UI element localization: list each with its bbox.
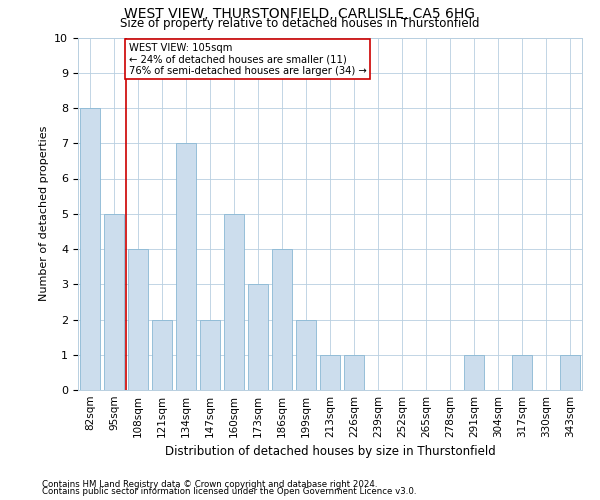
Text: Contains public sector information licensed under the Open Government Licence v3: Contains public sector information licen… (42, 487, 416, 496)
Text: WEST VIEW, THURSTONFIELD, CARLISLE, CA5 6HG: WEST VIEW, THURSTONFIELD, CARLISLE, CA5 … (125, 8, 476, 22)
Bar (200, 320, 220, 390)
Bar (248, 284, 268, 390)
Bar (560, 355, 580, 390)
Bar (176, 143, 196, 390)
Bar (152, 320, 172, 390)
X-axis label: Distribution of detached houses by size in Thurstonfield: Distribution of detached houses by size … (164, 446, 496, 458)
Bar (320, 355, 340, 390)
Bar (464, 355, 484, 390)
Bar (128, 249, 148, 390)
Bar (344, 355, 364, 390)
Bar (512, 355, 532, 390)
Y-axis label: Number of detached properties: Number of detached properties (39, 126, 49, 302)
Bar (272, 249, 292, 390)
Text: Contains HM Land Registry data © Crown copyright and database right 2024.: Contains HM Land Registry data © Crown c… (42, 480, 377, 489)
Bar (296, 320, 316, 390)
Text: Size of property relative to detached houses in Thurstonfield: Size of property relative to detached ho… (120, 18, 480, 30)
Bar (104, 214, 124, 390)
Bar (224, 214, 244, 390)
Bar (80, 108, 100, 390)
Text: WEST VIEW: 105sqm
← 24% of detached houses are smaller (11)
76% of semi-detached: WEST VIEW: 105sqm ← 24% of detached hous… (129, 43, 367, 76)
